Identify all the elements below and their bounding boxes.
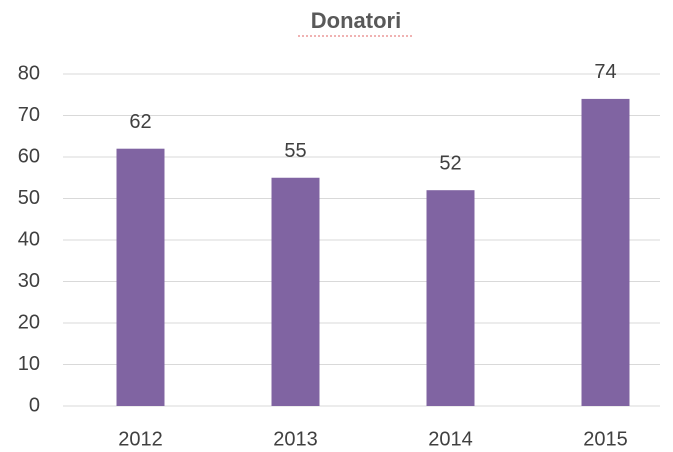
- y-tick-label: 20: [18, 311, 40, 333]
- x-tick-label: 2014: [428, 428, 473, 450]
- y-tick-label: 70: [18, 104, 40, 126]
- bar: [426, 190, 475, 406]
- y-tick-label: 0: [29, 394, 40, 416]
- y-tick-label: 50: [18, 187, 40, 209]
- x-tick-label: 2015: [583, 428, 628, 450]
- y-tick-label: 30: [18, 270, 40, 292]
- y-tick-label: 10: [18, 353, 40, 375]
- x-tick-label: 2013: [273, 428, 318, 450]
- data-label: 74: [594, 61, 616, 83]
- chart-title: Donatori: [311, 8, 401, 33]
- y-tick-label: 80: [18, 62, 40, 84]
- data-label: 62: [129, 111, 151, 133]
- data-label: 52: [439, 152, 461, 174]
- bar: [581, 98, 630, 407]
- y-tick-label: 40: [18, 228, 40, 250]
- data-label: 55: [284, 140, 306, 162]
- bar: [116, 148, 165, 406]
- bar: [271, 177, 320, 406]
- y-tick-label: 60: [18, 145, 40, 167]
- x-tick-label: 2012: [118, 428, 163, 450]
